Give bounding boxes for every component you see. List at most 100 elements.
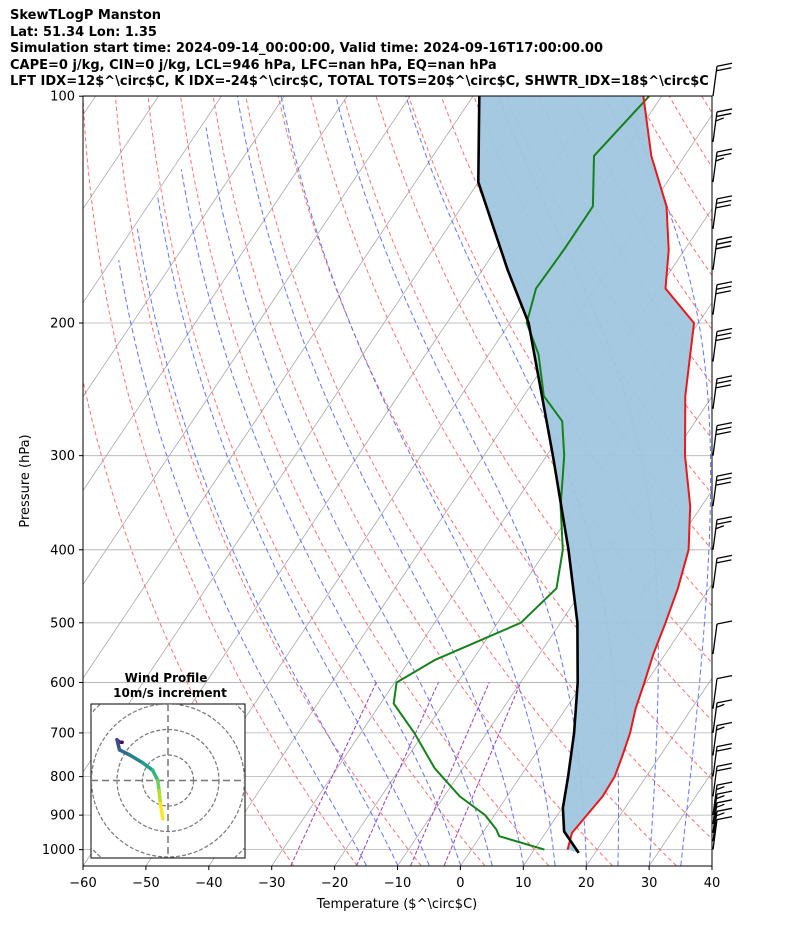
wind-barb [712,799,733,833]
wind-barb-staff [712,766,718,797]
cape-cin-shading [478,96,694,853]
y-tick-label: 900 [50,809,75,824]
hodograph-trace-segment [150,768,160,783]
wind-barbs [712,62,733,850]
dry-adiabat-line [83,96,358,866]
axis-ticks: −60 −50 −40 −30 −20 −10 0 10 20 30 40 1000 900 800 700… [42,90,720,891]
wind-barb-staff [712,151,718,183]
x-tick-label: −60 [69,876,96,891]
mixing-ratio-line [356,682,439,866]
y-tick-label: 800 [50,770,75,785]
y-tick-label: 400 [50,543,75,558]
y-tick-label: 500 [50,616,75,631]
wind-barb [712,472,733,507]
x-tick-label: 30 [641,876,658,891]
dry-adiabat-line [83,378,294,866]
moist-adiabat-line [118,260,367,866]
wind-barb [712,195,733,229]
wind-barb [712,762,733,797]
isotherm-line [83,96,411,586]
wind-barb-feather [716,426,732,431]
wind-barb [712,375,733,409]
hodograph-ring [91,704,245,858]
dry-adiabat-line [114,96,422,866]
moist-adiabat-line [335,96,587,866]
wind-barb-feather [716,747,732,752]
x-tick-label: 20 [578,876,595,891]
isotherm-line [83,96,285,398]
hodograph-subtitle: 10m/s increment [113,686,227,700]
wind-barb-feather [716,726,725,731]
wind-barb-feather [716,108,733,113]
mixing-ratio-line [290,682,377,866]
wind-barb-feather [716,67,732,72]
wind-barb [712,516,733,550]
x-tick-label: −20 [321,876,348,891]
wind-barb-staff [712,558,718,589]
wind-barb-staff [712,425,718,456]
wind-barb [712,148,733,183]
wind-barb-staff [712,725,718,756]
wind-barb-feather [716,699,733,704]
wind-barb [712,620,733,655]
hodograph-trace-segment [157,788,163,806]
wind-barb-staff [712,794,718,825]
wind-barb-feather [715,204,731,209]
hodograph-trace-segment [117,748,132,757]
wind-barb-feather [716,781,733,786]
y-tick-label: 100 [50,90,75,105]
wind-barb-feather [716,786,725,791]
x-tick-label: 40 [704,876,721,891]
dry-adiabat-line [147,96,486,866]
wind-barb-feather [716,422,733,427]
wind-barb [712,554,733,589]
wind-barb-feather [716,790,733,795]
wind-barb-feather [715,157,725,162]
wind-barb-feather [716,554,733,559]
hodograph-trace-segment [128,753,145,765]
x-tick-label: 0 [456,876,464,891]
wind-barb-staff [712,284,718,315]
wind-barb-feather [716,281,733,286]
wind-barb-staff [712,811,718,842]
wind-barb-feather [715,481,731,486]
wind-barb-staff [712,702,718,733]
wind-barb-feather [716,620,733,625]
mixing-ratio-line [410,682,490,866]
y-tick-label: 600 [50,676,75,691]
wind-barb [712,281,733,315]
wind-barb-feather [716,327,733,333]
wind-barb-feather [716,721,733,727]
wind-barb-feather [715,117,725,122]
wind-barb-feather [715,336,731,342]
y-tick-label: 700 [50,726,75,741]
isotherm-line [83,96,474,679]
wind-barb-feather [716,195,733,200]
wind-barb [712,108,733,143]
wind-barb [712,781,733,816]
dry-adiabat-line [180,96,549,866]
moist-adiabat-line [280,96,556,866]
wind-barb-feather [716,152,732,158]
title-line-times: Simulation start time: 2024-09-14_00:00:… [10,41,603,56]
wind-barb-feather [716,472,733,477]
profile-series [392,96,696,854]
wind-barb-feather [716,236,733,241]
moist-adiabat-line [236,96,525,866]
wind-barb-staff [712,66,718,97]
wind-barb-staff [712,331,718,362]
title-line-station: SkewTLogP Manston [10,8,162,23]
wind-barb-feather [716,240,732,245]
moist-adiabat-line [180,169,462,866]
y-tick-label: 1000 [42,843,75,858]
wind-barb [712,236,733,270]
x-tick-label: −40 [195,876,222,891]
wind-barb [712,675,733,709]
wind-barb-feather [716,379,732,384]
temperature-line [566,96,696,850]
wind-barb-feather [716,815,733,821]
wind-barb-feather [716,807,733,812]
dry-adiabat-line [767,96,794,865]
title-line-location: Lat: 51.34 Lon: 1.35 [10,24,157,40]
wind-barb-feather [715,384,731,389]
